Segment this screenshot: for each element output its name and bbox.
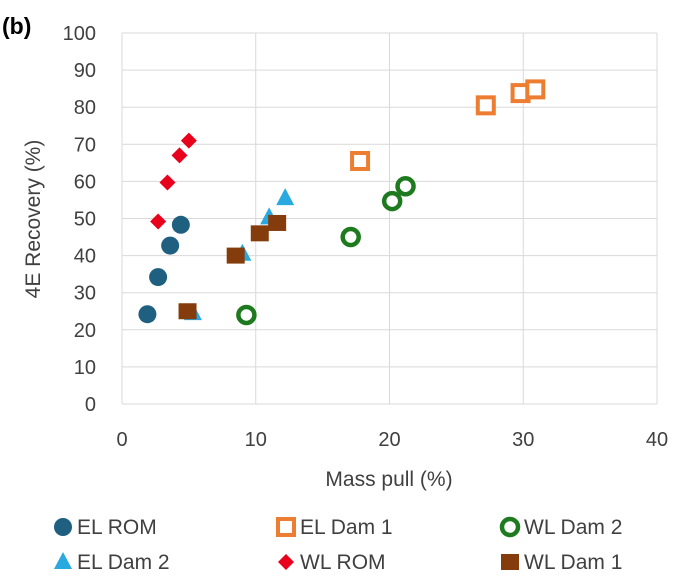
y-tick-label: 100 <box>63 23 96 45</box>
legend-marker-wl-dam-1 <box>501 554 519 570</box>
el-rom-point <box>161 236 180 255</box>
legend-label-wl-dam-2: WL Dam 2 <box>524 516 622 539</box>
y-tick-label: 40 <box>74 246 96 268</box>
legend-marker-el-dam-1 <box>276 517 296 537</box>
x-tick-label: 40 <box>646 429 668 451</box>
el-rom-point <box>171 215 190 234</box>
legend-marker-wl-rom <box>278 554 294 570</box>
tick-labels: 0 10 20 30 40 50 60 70 80 90 100 0 10 20 30 40 <box>63 23 669 451</box>
el-dam-1-point <box>350 150 371 171</box>
y-axis-title: 4E Recovery (%) <box>22 140 45 299</box>
gridlines <box>121 32 658 405</box>
panel-label: (b) <box>2 13 31 39</box>
wl-rom-point <box>171 147 188 164</box>
wl-dam-1-point <box>268 214 287 231</box>
y-tick-label: 60 <box>74 171 96 193</box>
x-tick-label: 0 <box>116 429 127 451</box>
legend-marker-wl-dam-2 <box>499 516 521 538</box>
legend-marker-el-dam-2 <box>54 552 72 569</box>
y-tick-label: 10 <box>74 357 96 379</box>
legend: EL ROM EL Dam 1 WL Dam 2 EL Dam 2 WL ROM WL D… <box>54 516 622 574</box>
el-dam-1-point <box>525 79 546 100</box>
y-tick-label: 30 <box>74 283 96 305</box>
el-dam-2-point <box>276 188 295 206</box>
y-tick-label: 90 <box>74 60 96 82</box>
y-tick-label: 50 <box>74 209 96 231</box>
x-tick-label: 20 <box>378 429 400 451</box>
y-tick-label: 20 <box>74 320 96 342</box>
wl-dam-2-point <box>395 175 416 197</box>
wl-dam-2-point <box>236 304 257 326</box>
x-tick-label: 10 <box>245 429 267 451</box>
legend-label-wl-dam-1: WL Dam 1 <box>524 551 622 574</box>
wl-dam-1-point <box>250 225 269 242</box>
legend-label-el-dam-1: EL Dam 1 <box>300 516 393 539</box>
wl-dam-2-point <box>340 226 361 248</box>
el-rom-point <box>138 305 157 324</box>
y-tick-label: 0 <box>85 394 96 416</box>
el-rom-point <box>149 268 168 287</box>
x-tick-label: 30 <box>512 429 534 451</box>
wl-rom-point <box>180 132 197 149</box>
wl-dam-1-point <box>178 303 197 320</box>
el-dam-1-point <box>475 95 496 116</box>
legend-marker-el-rom <box>54 518 72 536</box>
y-tick-label: 70 <box>74 134 96 156</box>
legend-label-wl-rom: WL ROM <box>300 551 386 574</box>
y-tick-label: 80 <box>74 97 96 119</box>
legend-label-el-rom: EL ROM <box>77 516 157 539</box>
wl-rom-point <box>150 213 167 230</box>
wl-rom-point <box>159 174 176 191</box>
wl-dam-2-point <box>381 190 403 212</box>
x-axis-title: Mass pull (%) <box>325 468 452 491</box>
wl-dam-1-point <box>226 247 245 264</box>
legend-label-el-dam-2: EL Dam 2 <box>77 551 170 574</box>
data-points <box>138 79 546 326</box>
